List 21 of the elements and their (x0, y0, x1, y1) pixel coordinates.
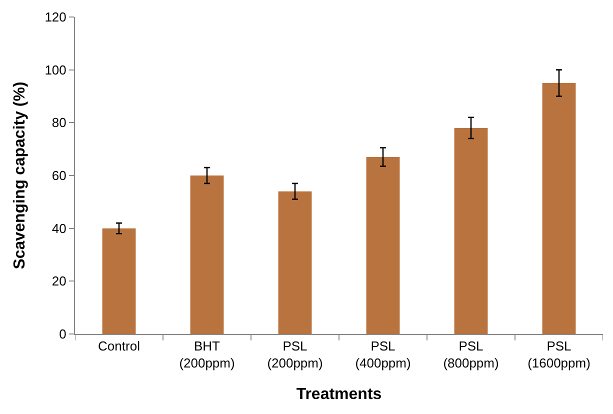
y-tick-label: 100 (44, 62, 66, 78)
x-tick-label: PSL (200ppm) (267, 338, 323, 370)
bar (278, 191, 312, 334)
y-tick-label: 60 (52, 168, 66, 184)
y-tick-label: 0 (59, 326, 66, 342)
y-tick-label: 20 (52, 274, 66, 289)
bar (542, 83, 576, 334)
x-tick-label: BHT (200ppm) (179, 338, 235, 370)
x-tick-label: Control (98, 338, 140, 354)
y-tick-label: 120 (44, 10, 66, 25)
bar (102, 228, 136, 334)
x-axis-title: Treatments (296, 386, 382, 404)
x-tick-label: PSL (800ppm) (443, 338, 499, 370)
x-tick-label: PSL (1600ppm) (528, 338, 590, 370)
x-tick-label: PSL (400ppm) (355, 338, 411, 370)
y-axis-title: Scavenging capacity (%) (12, 82, 29, 270)
y-tick-label: 40 (52, 220, 66, 236)
y-tick-label: 80 (52, 115, 66, 130)
bar (454, 128, 488, 334)
bar (190, 176, 224, 334)
bar (366, 157, 400, 334)
